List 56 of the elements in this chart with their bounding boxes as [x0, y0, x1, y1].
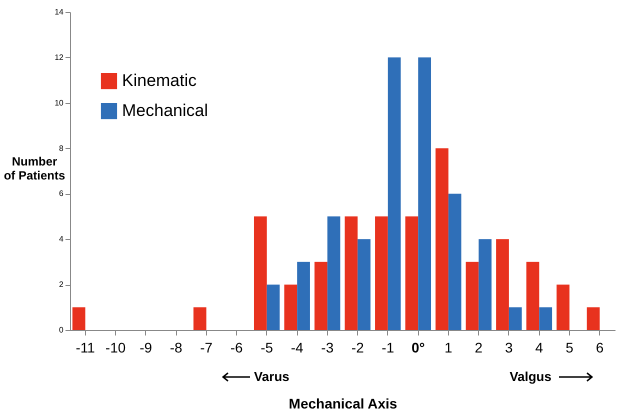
bar — [418, 57, 432, 330]
bar — [327, 216, 340, 330]
x-tick-label: -1 — [382, 340, 394, 356]
x-tick-label: -6 — [230, 340, 244, 356]
bar — [526, 262, 540, 330]
y-tick-label: 2 — [59, 280, 64, 290]
x-tick-label: -7 — [200, 340, 213, 356]
bar — [508, 307, 522, 330]
x-axis-title: Mechanical Axis — [288, 396, 398, 412]
x-tick-label: -10 — [105, 340, 126, 356]
legend-label: Mechanical — [122, 101, 208, 120]
bar — [266, 284, 280, 330]
bar — [478, 239, 492, 330]
x-tick-label: 2 — [474, 340, 483, 356]
bar — [314, 262, 328, 330]
bar — [586, 307, 600, 330]
bar — [375, 216, 388, 330]
y-tick-label: 14 — [54, 8, 64, 16]
bar — [436, 148, 448, 330]
bar — [556, 284, 570, 330]
bar — [539, 307, 552, 330]
x-tick-label: -8 — [170, 340, 182, 356]
legend-label: Kinematic — [122, 71, 198, 90]
bar — [466, 262, 479, 330]
x-tick-label: -5 — [260, 340, 274, 356]
bar — [358, 239, 370, 330]
y-tick-label: 8 — [59, 144, 64, 153]
x-tick-label: 1 — [444, 340, 453, 356]
x-tick-label: 0° — [411, 340, 425, 356]
x-tick-label: -9 — [140, 340, 152, 356]
y-tick-label: 6 — [59, 189, 64, 198]
y-tick-label: 4 — [59, 234, 64, 244]
bar — [448, 194, 462, 330]
x-tick-label: -4 — [290, 340, 304, 356]
x-tick-label: 6 — [596, 340, 604, 356]
y-axis-title: Number of Patients — [4, 154, 66, 182]
bar — [344, 216, 358, 330]
x-tick-label: 3 — [505, 340, 514, 356]
y-tick-label: 0 — [59, 326, 64, 334]
bar — [297, 262, 310, 330]
x-tick-label: -2 — [351, 340, 364, 356]
bar — [193, 307, 206, 330]
x-tick-label: 5 — [566, 340, 574, 356]
bar — [254, 216, 267, 330]
bar — [388, 57, 401, 330]
text: Valgus — [510, 369, 552, 384]
y-tick-label: 12 — [54, 52, 64, 62]
x-tick-label: -11 — [76, 340, 96, 356]
bar — [72, 307, 86, 330]
x-tick-label: -3 — [321, 340, 334, 356]
y-tick-label: 10 — [54, 98, 64, 108]
bar — [284, 284, 298, 330]
bar — [405, 216, 418, 330]
bar — [496, 239, 509, 330]
x-tick-label: 4 — [535, 340, 544, 356]
text: Varus — [254, 369, 290, 384]
